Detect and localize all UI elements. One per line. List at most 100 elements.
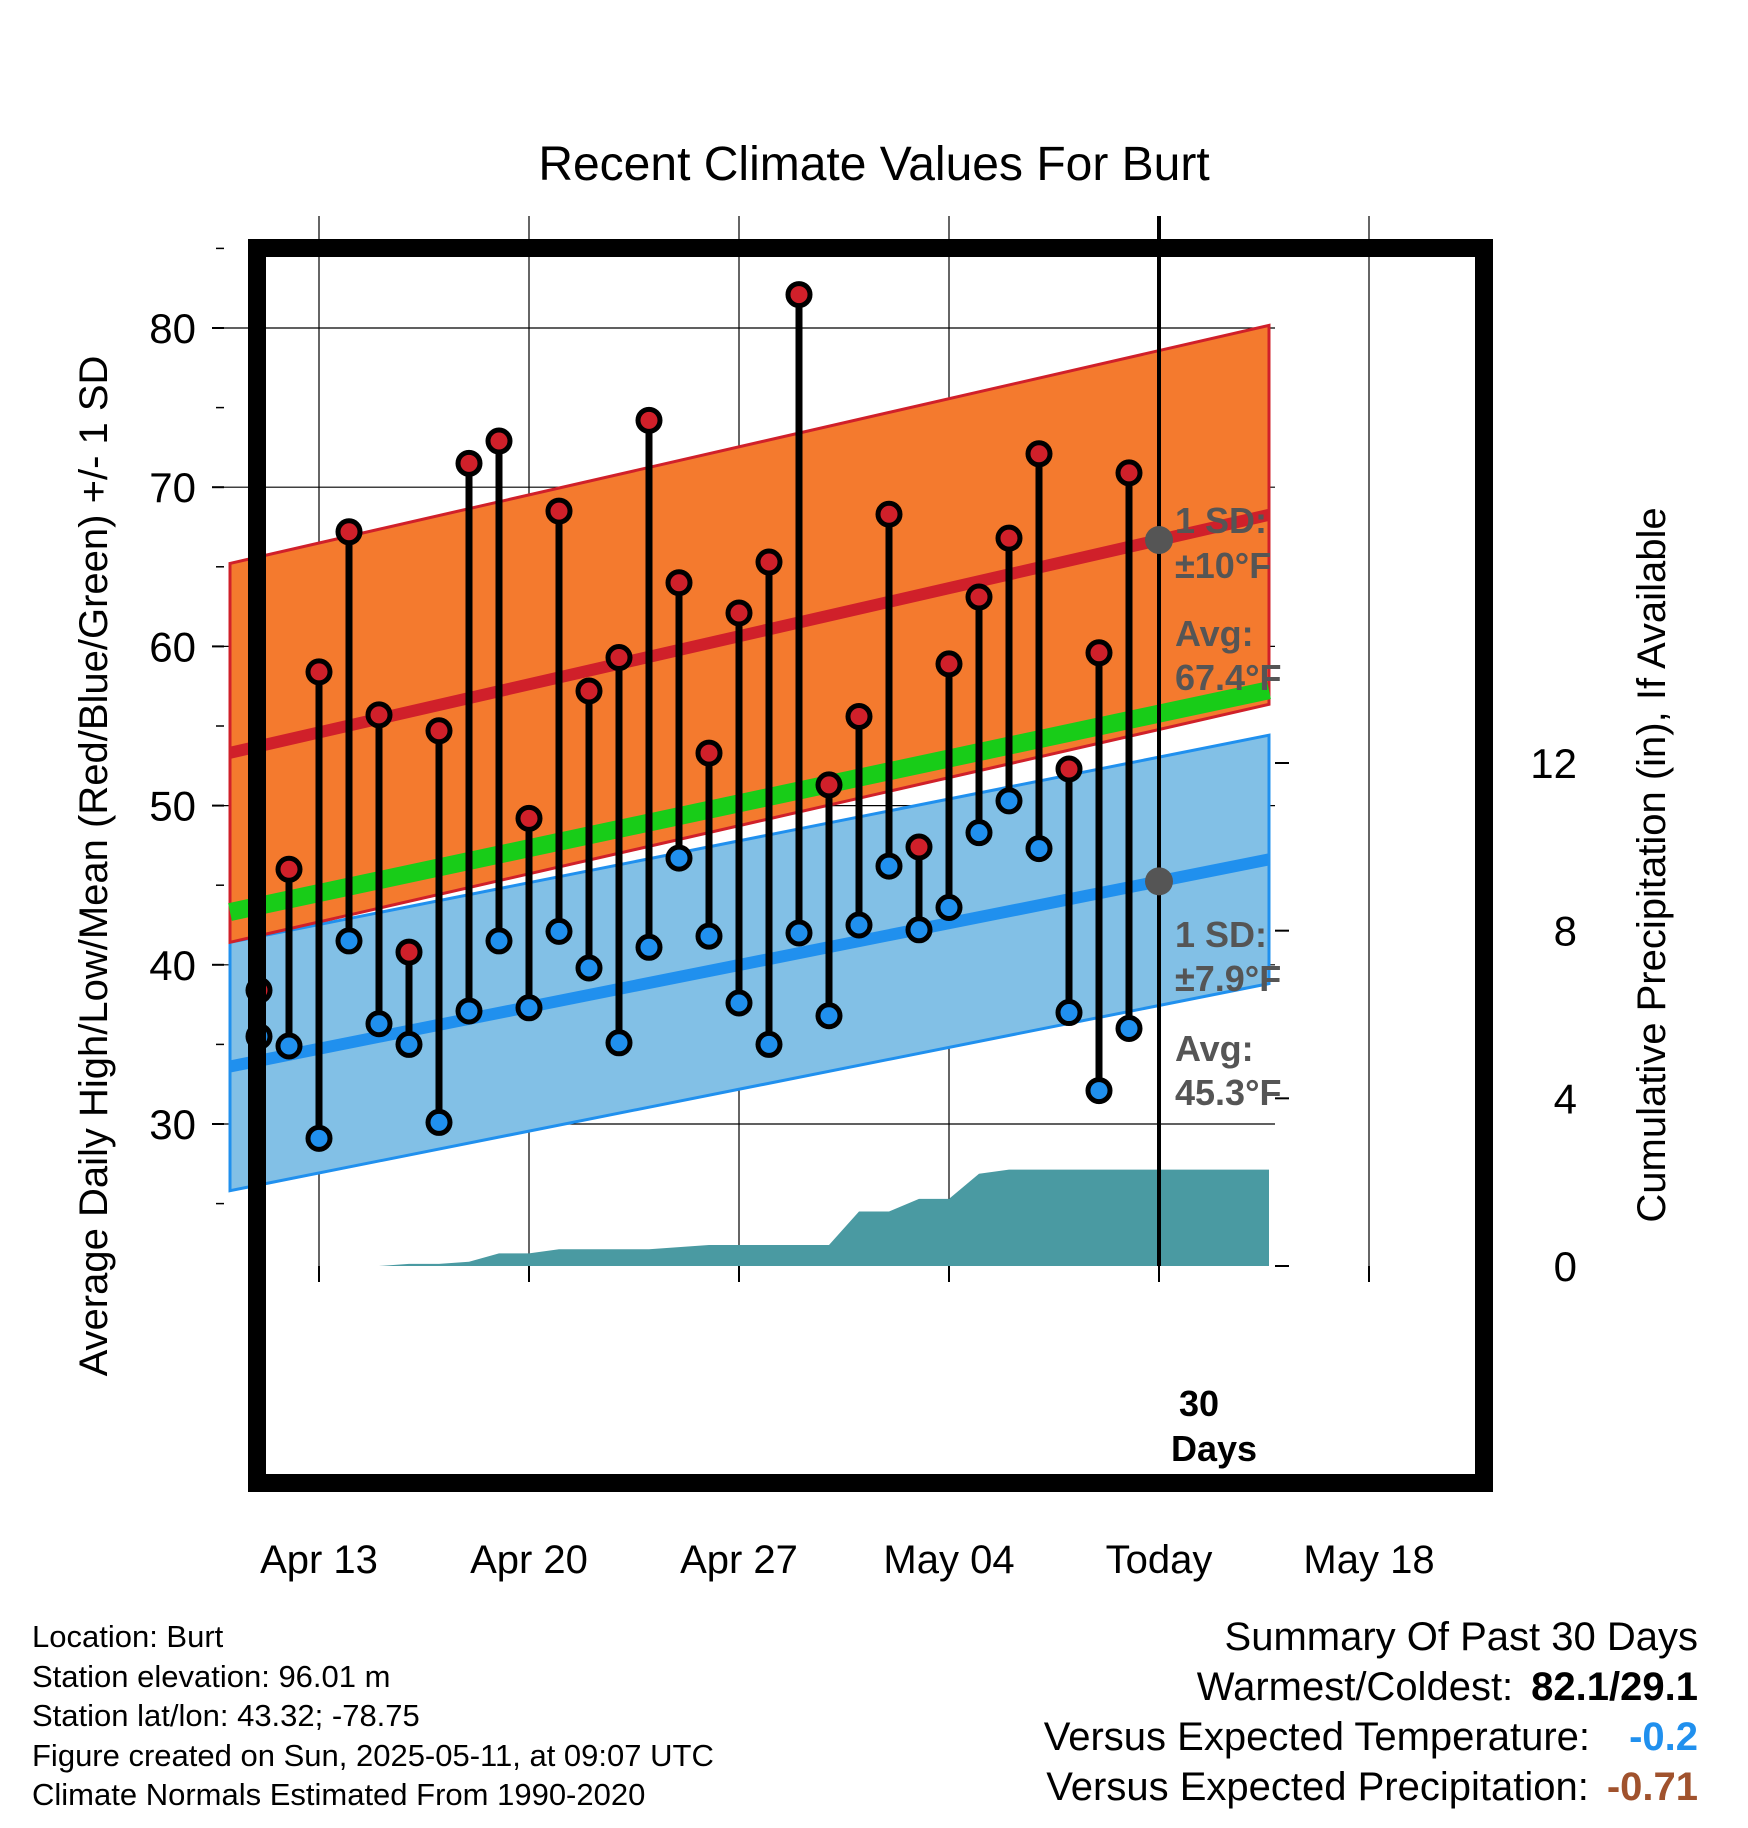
x-tick-label: May 04 [883,1538,1014,1582]
y2-tick-label: 8 [1554,908,1577,955]
y-axis-title: Average Daily High/Low/Mean (Red/Blue/Gr… [72,356,116,1377]
low-point [845,911,873,939]
high-point [725,599,753,627]
low-avg-label: Avg: [1175,1028,1254,1069]
high-point [695,739,723,767]
high-normal-line [228,508,1271,759]
high-point [395,938,423,966]
x-tick-label: Today [1106,1538,1213,1582]
y-tick-label: 60 [149,623,196,670]
low-point [425,1108,453,1136]
low-point [455,997,483,1025]
today-high-avg-marker [1145,526,1173,555]
precip-label: Versus Expected Precipitation: [1046,1765,1589,1809]
low-point [695,922,723,950]
latlon-text: Station lat/lon: 43.32; -78.75 [32,1698,420,1733]
high-point [965,583,993,611]
warm-cold-label: Warmest/Coldest: [1196,1665,1514,1709]
high-point [875,500,903,528]
y2-tick-label: 12 [1530,740,1577,787]
days-label-text: Days [1171,1428,1257,1469]
high-point [665,569,693,597]
low-point [545,917,573,945]
high-sd-label: 1 SD: [1175,500,1267,541]
summary-panel: Summary Of Past 30 Days Warmest/Coldest:… [1044,1612,1698,1812]
low-sd-value: ±7.9°F [1175,958,1281,999]
high-point [1085,639,1113,667]
y-tick-label: 30 [149,1101,196,1148]
low-point [305,1124,333,1152]
low-point [665,844,693,872]
plot-frame [248,239,1493,1492]
low-point [785,919,813,947]
x-tick-label: Apr 13 [260,1538,378,1582]
high-point [845,702,873,730]
low-point [395,1030,423,1058]
temp-value: -0.2 [1629,1715,1698,1759]
y2-axis-title: Cumulative Precipitation (in), If Availa… [1630,507,1674,1222]
summary-title: Summary Of Past 30 Days [1224,1615,1698,1659]
low-point [485,927,513,955]
low-sd-label: 1 SD: [1175,914,1267,955]
low-point [335,927,363,955]
summary-temp-row: Versus Expected Temperature: -0.2 [1044,1712,1698,1762]
high-point [545,497,573,525]
low-point [365,1010,393,1038]
high-point [815,771,843,799]
high-point [995,524,1023,552]
chart-title: Recent Climate Values For Burt [538,138,1209,191]
y-tick-label: 80 [149,305,196,352]
high-sd-value: ±10°F [1175,545,1271,586]
low-point [905,916,933,944]
low-point [815,1002,843,1030]
station-info: Location: Burt Station elevation: 96.01 … [32,1617,714,1815]
high-point [905,833,933,861]
high-point [455,449,483,477]
high-point [275,855,303,883]
low-point [995,787,1023,815]
low-point [965,819,993,847]
high-point [425,717,453,745]
warm-cold-value: 82.1/29.1 [1531,1665,1698,1709]
normals-text: Climate Normals Estimated From 1990-2020 [32,1777,646,1812]
days-label-number: 30 [1179,1383,1219,1424]
y-tick-label: 40 [149,942,196,989]
precip-area [230,1169,1269,1266]
high-point [755,548,783,576]
x-tick-label: Apr 27 [680,1538,798,1582]
high-point [935,650,963,678]
high-point [305,658,333,686]
elevation-text: Station elevation: 96.01 m [32,1658,391,1694]
today-low-avg-marker [1145,867,1173,896]
high-point [1115,459,1143,487]
y2-tick-label: 4 [1554,1075,1577,1122]
high-point [485,427,513,455]
low-avg-value: 45.3°F [1175,1072,1281,1113]
low-point [725,989,753,1017]
high-point [365,701,393,729]
low-point [635,933,663,961]
high-avg-value: 67.4°F [1175,657,1281,698]
low-point [755,1030,783,1058]
low-point [935,893,963,921]
y-tick-label: 70 [149,464,196,511]
high-point [1055,755,1083,783]
low-point [1055,999,1083,1027]
low-point [575,954,603,982]
high-point [635,406,663,434]
high-point [605,644,633,672]
high-point [785,281,813,309]
y2-tick-label: 0 [1554,1243,1577,1290]
temp-label: Versus Expected Temperature: [1043,1715,1590,1759]
location-text: Location: Burt [32,1619,224,1654]
x-tick-label: Apr 20 [470,1538,588,1582]
high-point [1025,440,1053,468]
low-point [1115,1014,1143,1042]
high-avg-label: Avg: [1175,613,1254,654]
y-tick-label: 50 [149,783,196,830]
summary-precip-row: Versus Expected Precipitation: -0.71 [1044,1762,1698,1812]
low-point [515,994,543,1022]
created-text: Figure created on Sun, 2025-05-11, at 09… [32,1737,714,1773]
